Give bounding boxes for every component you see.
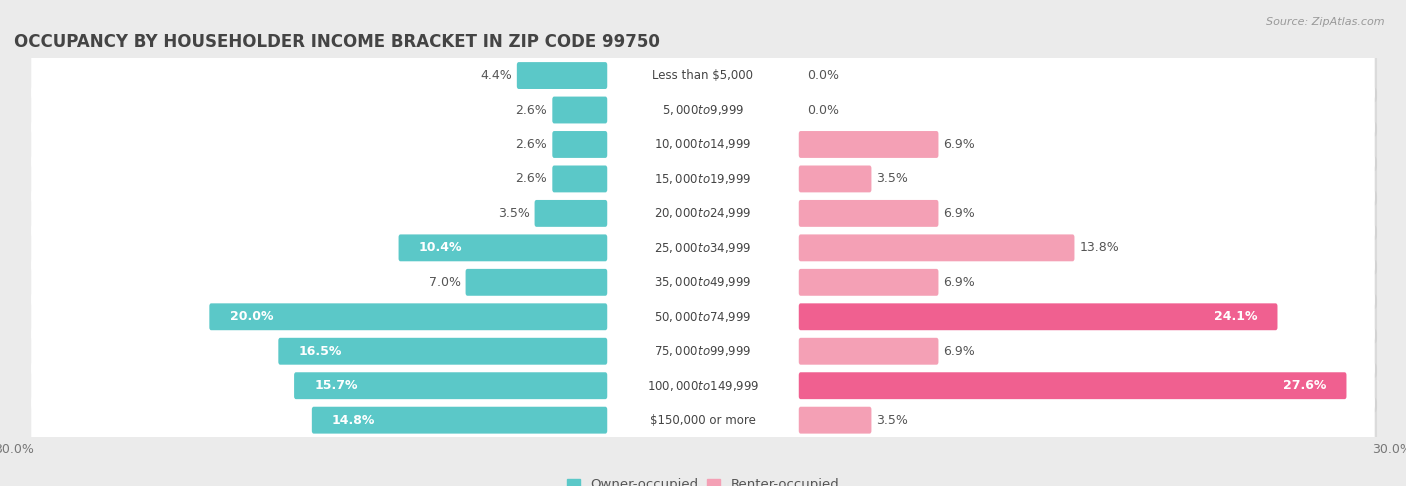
FancyBboxPatch shape [799, 269, 938, 296]
FancyBboxPatch shape [209, 303, 607, 330]
Text: 13.8%: 13.8% [1080, 242, 1119, 254]
Text: OCCUPANCY BY HOUSEHOLDER INCOME BRACKET IN ZIP CODE 99750: OCCUPANCY BY HOUSEHOLDER INCOME BRACKET … [14, 33, 659, 51]
FancyBboxPatch shape [34, 398, 1376, 447]
Text: 24.1%: 24.1% [1213, 310, 1257, 323]
Text: 0.0%: 0.0% [807, 69, 839, 82]
Text: $5,000 to $9,999: $5,000 to $9,999 [662, 103, 744, 117]
FancyBboxPatch shape [278, 338, 607, 364]
FancyBboxPatch shape [398, 234, 607, 261]
Text: 10.4%: 10.4% [419, 242, 463, 254]
Text: $75,000 to $99,999: $75,000 to $99,999 [654, 344, 752, 358]
FancyBboxPatch shape [31, 189, 1375, 238]
Text: $35,000 to $49,999: $35,000 to $49,999 [654, 276, 752, 289]
FancyBboxPatch shape [553, 166, 607, 192]
FancyBboxPatch shape [34, 122, 1376, 172]
FancyBboxPatch shape [31, 120, 1375, 169]
FancyBboxPatch shape [465, 269, 607, 296]
FancyBboxPatch shape [31, 85, 1375, 135]
FancyBboxPatch shape [31, 292, 1375, 342]
FancyBboxPatch shape [34, 53, 1376, 103]
FancyBboxPatch shape [799, 200, 938, 227]
FancyBboxPatch shape [31, 361, 1375, 411]
FancyBboxPatch shape [34, 225, 1376, 275]
Text: 3.5%: 3.5% [498, 207, 530, 220]
FancyBboxPatch shape [312, 407, 607, 434]
FancyBboxPatch shape [34, 363, 1376, 413]
Text: 7.0%: 7.0% [429, 276, 461, 289]
Text: Less than $5,000: Less than $5,000 [652, 69, 754, 82]
FancyBboxPatch shape [294, 372, 607, 399]
Text: $150,000 or more: $150,000 or more [650, 414, 756, 427]
FancyBboxPatch shape [799, 372, 1347, 399]
FancyBboxPatch shape [31, 258, 1375, 307]
Legend: Owner-occupied, Renter-occupied: Owner-occupied, Renter-occupied [567, 478, 839, 486]
FancyBboxPatch shape [534, 200, 607, 227]
FancyBboxPatch shape [34, 87, 1376, 137]
FancyBboxPatch shape [799, 131, 938, 158]
Text: 6.9%: 6.9% [943, 276, 976, 289]
Text: 2.6%: 2.6% [516, 138, 547, 151]
FancyBboxPatch shape [799, 338, 938, 364]
FancyBboxPatch shape [553, 97, 607, 123]
Text: 4.4%: 4.4% [479, 69, 512, 82]
Text: 2.6%: 2.6% [516, 104, 547, 117]
Text: 6.9%: 6.9% [943, 345, 976, 358]
Text: 27.6%: 27.6% [1282, 379, 1326, 392]
FancyBboxPatch shape [34, 294, 1376, 344]
FancyBboxPatch shape [31, 395, 1375, 445]
Text: $100,000 to $149,999: $100,000 to $149,999 [647, 379, 759, 393]
FancyBboxPatch shape [34, 156, 1376, 206]
FancyBboxPatch shape [31, 51, 1375, 101]
Text: 6.9%: 6.9% [943, 207, 976, 220]
FancyBboxPatch shape [31, 223, 1375, 273]
Text: 0.0%: 0.0% [807, 104, 839, 117]
Text: 6.9%: 6.9% [943, 138, 976, 151]
Text: Source: ZipAtlas.com: Source: ZipAtlas.com [1267, 17, 1385, 27]
FancyBboxPatch shape [31, 154, 1375, 204]
FancyBboxPatch shape [799, 303, 1278, 330]
Text: 16.5%: 16.5% [298, 345, 342, 358]
FancyBboxPatch shape [553, 131, 607, 158]
Text: 2.6%: 2.6% [516, 173, 547, 186]
FancyBboxPatch shape [799, 166, 872, 192]
Text: 20.0%: 20.0% [229, 310, 273, 323]
Text: 15.7%: 15.7% [315, 379, 357, 392]
Text: $20,000 to $24,999: $20,000 to $24,999 [654, 207, 752, 220]
FancyBboxPatch shape [799, 407, 872, 434]
Text: $50,000 to $74,999: $50,000 to $74,999 [654, 310, 752, 324]
Text: 3.5%: 3.5% [876, 173, 908, 186]
FancyBboxPatch shape [34, 260, 1376, 309]
FancyBboxPatch shape [31, 327, 1375, 376]
FancyBboxPatch shape [517, 62, 607, 89]
FancyBboxPatch shape [34, 191, 1376, 240]
Text: $10,000 to $14,999: $10,000 to $14,999 [654, 138, 752, 152]
FancyBboxPatch shape [34, 329, 1376, 378]
Text: 3.5%: 3.5% [876, 414, 908, 427]
Text: $25,000 to $34,999: $25,000 to $34,999 [654, 241, 752, 255]
Text: $15,000 to $19,999: $15,000 to $19,999 [654, 172, 752, 186]
Text: 14.8%: 14.8% [332, 414, 375, 427]
FancyBboxPatch shape [799, 234, 1074, 261]
